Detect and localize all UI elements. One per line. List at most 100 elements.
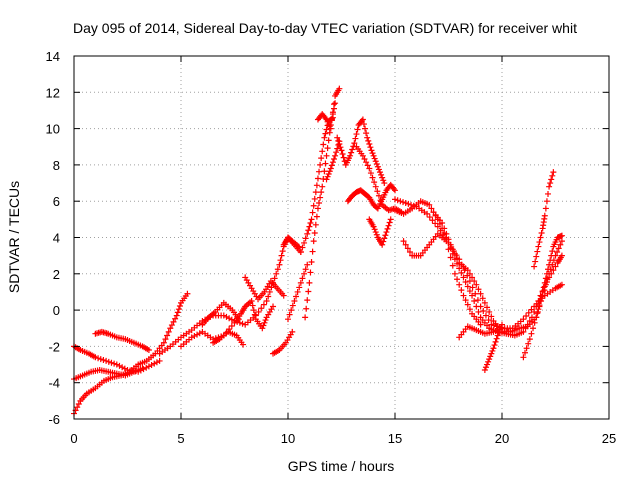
data-point [372, 158, 379, 165]
data-point [378, 171, 385, 178]
series-track-c [71, 365, 146, 383]
data-point [406, 249, 413, 256]
data-point [103, 357, 110, 364]
data-point [261, 319, 268, 326]
data-point [139, 365, 146, 372]
data-point [530, 325, 537, 332]
data-point [366, 165, 373, 172]
data-point [170, 318, 177, 325]
data-point [340, 154, 347, 161]
data-point [550, 267, 557, 274]
data-point [471, 298, 478, 305]
data-point [426, 214, 433, 221]
data-point [462, 278, 469, 285]
data-point [481, 299, 488, 306]
data-point [451, 250, 458, 257]
data-point [380, 177, 387, 184]
data-point [297, 279, 304, 286]
data-point [464, 283, 471, 290]
data-point [538, 229, 545, 236]
data-point [271, 275, 278, 282]
data-point [363, 130, 370, 137]
data-point [390, 185, 397, 192]
data-point [536, 303, 543, 310]
data-point [184, 290, 191, 297]
data-point [220, 312, 227, 319]
data-point [497, 324, 504, 331]
data-point [542, 205, 549, 212]
data-point [371, 155, 378, 162]
data-point [525, 340, 532, 347]
data-point [466, 306, 473, 313]
data-point [295, 243, 302, 250]
data-point [302, 235, 309, 242]
data-point [550, 169, 557, 176]
data-point [334, 134, 341, 141]
data-point [329, 159, 336, 166]
data-point [276, 261, 283, 268]
data-point [165, 328, 172, 335]
data-point [308, 216, 315, 223]
data-point [265, 293, 272, 300]
data-point [273, 270, 280, 277]
data-point [75, 401, 82, 408]
data-point [451, 270, 458, 277]
series-track-s [353, 143, 405, 216]
data-point [366, 141, 373, 148]
data-point [543, 198, 550, 205]
data-point [441, 225, 448, 232]
data-point [405, 200, 412, 207]
data-point [386, 219, 393, 226]
data-point [473, 303, 480, 310]
data-point [191, 332, 198, 339]
data-point [353, 131, 360, 138]
data-point [466, 288, 473, 295]
data-point [352, 135, 359, 142]
data-point [375, 192, 382, 199]
data-point [153, 359, 160, 366]
data-point [454, 255, 461, 262]
data-point [548, 176, 555, 183]
data-point [326, 168, 333, 175]
data-point [336, 85, 343, 92]
data-point [274, 266, 281, 273]
data-point [474, 297, 481, 304]
data-point [305, 288, 312, 295]
data-point [360, 121, 367, 128]
data-point [541, 212, 548, 219]
data-point [324, 145, 331, 152]
data-point [255, 308, 262, 315]
data-point [479, 295, 486, 302]
data-point [372, 229, 379, 236]
data-point [454, 276, 461, 283]
data-point [482, 364, 489, 371]
data-point [361, 156, 368, 163]
data-point [349, 146, 356, 153]
data-point [299, 275, 306, 282]
data-point [338, 147, 345, 154]
data-point [258, 305, 265, 312]
y-tick-label: 14 [46, 49, 60, 64]
data-point [176, 303, 183, 310]
y-tick-label: 4 [53, 231, 60, 246]
data-point [449, 262, 456, 269]
data-point [317, 161, 324, 168]
data-point [288, 307, 295, 314]
data-point [302, 266, 309, 273]
data-point [333, 149, 340, 156]
data-point [445, 236, 452, 243]
data-point [240, 341, 247, 348]
data-point [539, 292, 546, 299]
data-point [547, 266, 554, 273]
data-point [327, 165, 334, 172]
data-point [301, 270, 308, 277]
series-track-l [280, 234, 302, 250]
data-point [377, 197, 384, 204]
y-tick-label: -4 [48, 376, 60, 391]
data-point [439, 219, 446, 226]
data-point [475, 286, 482, 293]
data-point [359, 152, 366, 159]
data-point [488, 350, 495, 357]
data-point [384, 225, 391, 232]
data-point [351, 140, 358, 147]
